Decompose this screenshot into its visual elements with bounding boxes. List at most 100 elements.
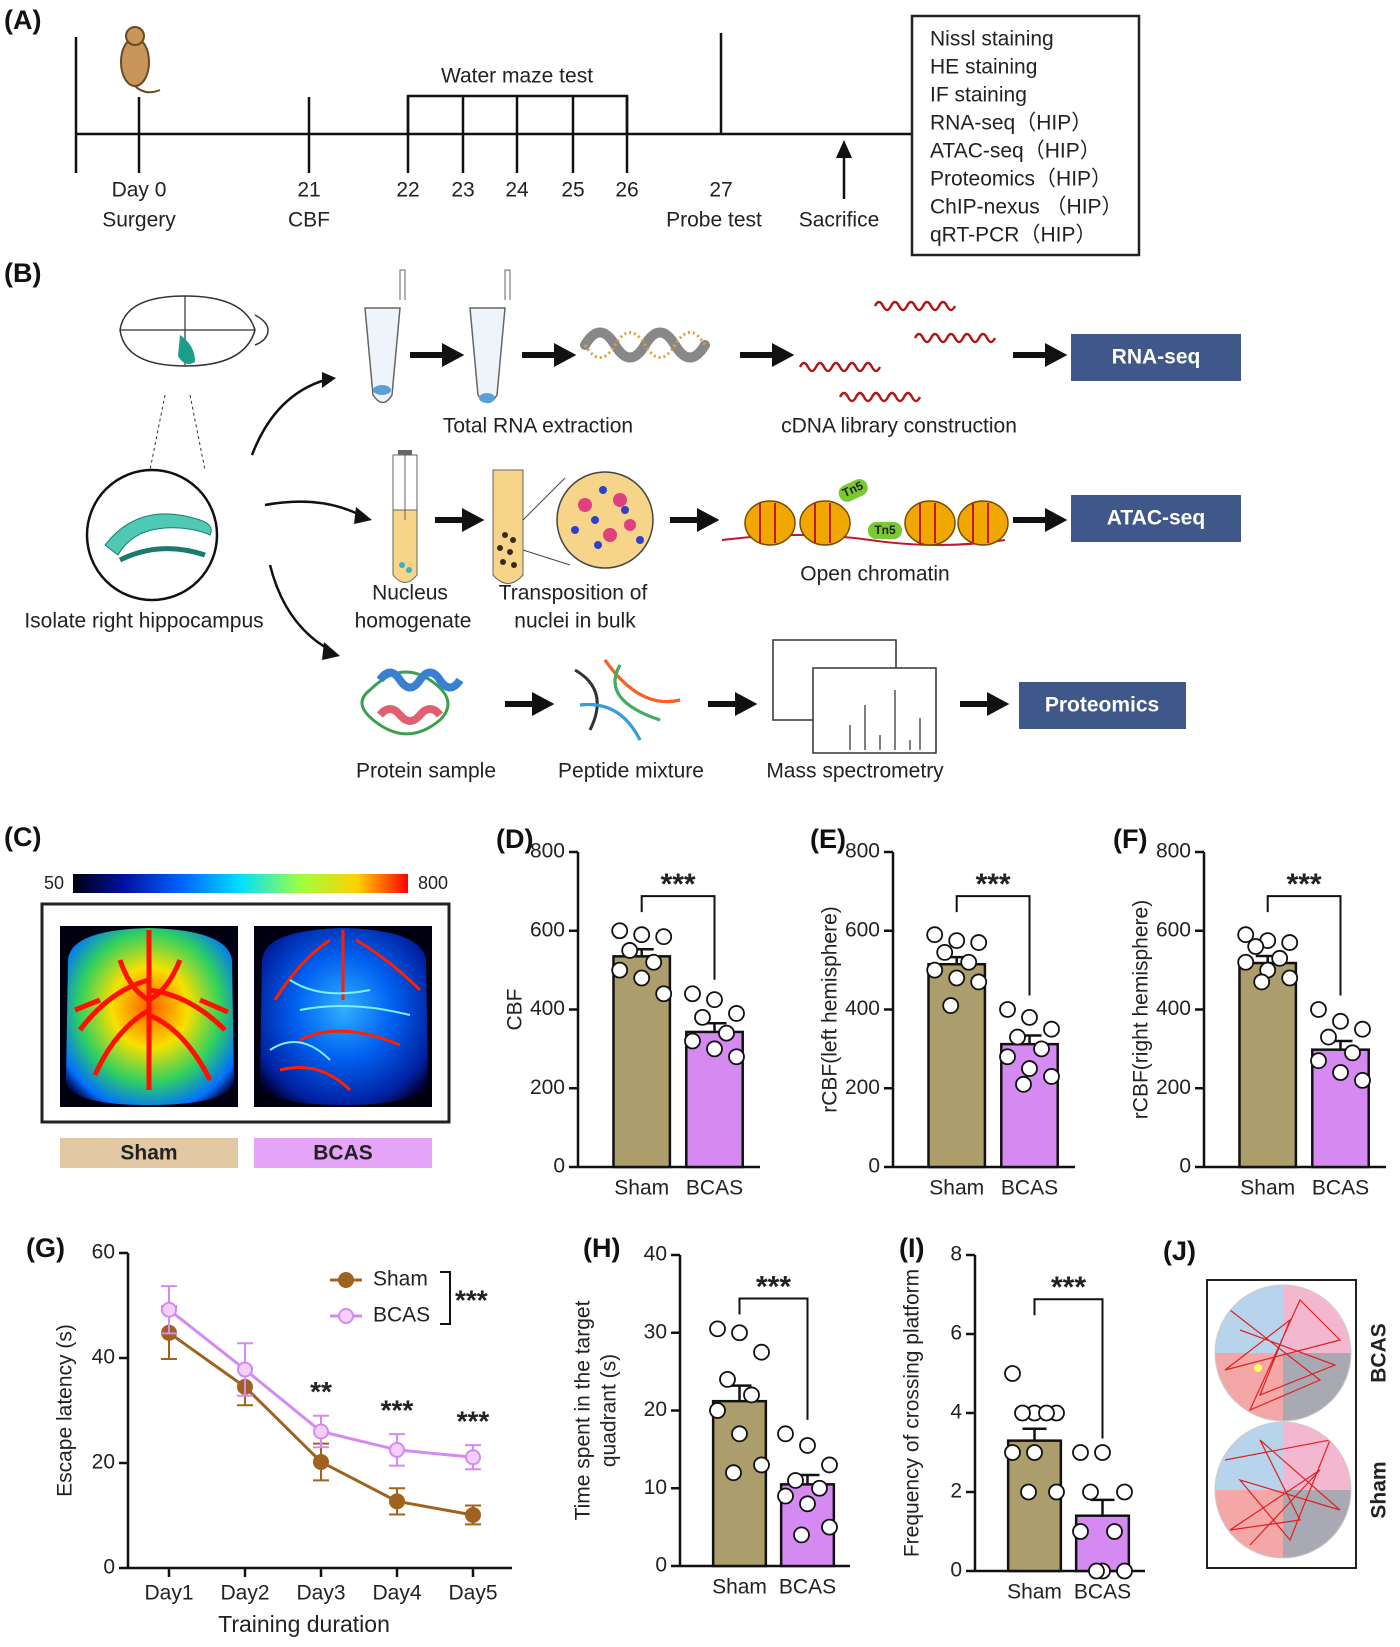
panel-label: (A) — [4, 5, 41, 35]
y-tick-label: 200 — [845, 1076, 880, 1099]
output-box — [1019, 682, 1186, 729]
data-point — [1072, 1444, 1089, 1461]
y-axis-label: rCBF(left hemisphere) — [819, 906, 842, 1113]
y-axis-label: Escape latency (s) — [54, 1324, 77, 1497]
step-label: Peptide mixture — [558, 760, 704, 783]
y-axis-label: quadrant (s) — [598, 1354, 621, 1467]
x-tick-label: BCAS — [1074, 1581, 1131, 1604]
data-point — [611, 922, 629, 940]
y-tick-label: 200 — [530, 1076, 565, 1099]
data-point — [621, 942, 639, 959]
pool-bcas — [1215, 1285, 1351, 1421]
x-tick-label: Sham — [614, 1177, 669, 1200]
step-label: Transposition of — [499, 582, 648, 605]
data-point — [161, 1301, 177, 1318]
output-label: ATAC-seq — [1107, 507, 1205, 530]
data-point — [465, 1506, 481, 1523]
atac-icons — [392, 450, 1009, 584]
data-point — [821, 1518, 838, 1536]
group-box — [254, 1138, 432, 1168]
output-box — [1071, 495, 1241, 542]
y-tick-label: 0 — [553, 1155, 565, 1178]
error-bar — [1090, 1498, 1115, 1516]
significance-bracket — [1266, 895, 1342, 996]
x-tick-label: BCAS — [1001, 1177, 1058, 1200]
data-point — [1106, 1523, 1123, 1540]
panel-label: (D) — [496, 824, 533, 854]
y-tick-label: 40 — [92, 1346, 115, 1369]
x-axis-label: Training duration — [218, 1611, 390, 1637]
x-tick-label: BCAS — [1312, 1177, 1369, 1200]
flow-arrow — [268, 564, 331, 652]
output-label: RNA-seq — [1112, 346, 1201, 369]
data-point — [948, 969, 966, 987]
step-label: Protein sample — [356, 760, 496, 783]
y-tick-label: 400 — [530, 997, 565, 1020]
day-label: 25 — [561, 179, 584, 202]
data-point — [948, 932, 966, 949]
panel-label: (F) — [1113, 824, 1147, 854]
group-label: BCAS — [1368, 1323, 1391, 1383]
y-tick-label: 20 — [92, 1451, 115, 1474]
data-point — [942, 997, 960, 1014]
timeline-labels: Day 0 21 22 23 24 25 26 27 Surgery CBF Probe test S… — [102, 28, 1122, 247]
panel-b: (B) — [4, 258, 1241, 783]
group-box — [60, 1138, 238, 1168]
data-point — [970, 973, 988, 991]
assay-label: ChIP-nexus （HIP） — [930, 196, 1123, 219]
mouse-icon — [120, 26, 161, 94]
data-point — [821, 1456, 838, 1474]
significance-bracket — [1033, 1298, 1104, 1439]
y-tick-label: 4 — [950, 1401, 962, 1424]
y-tick-label: 60 — [92, 1241, 115, 1264]
y-axis-label: Time spent in the target — [572, 1300, 595, 1520]
legend-label: BCAS — [373, 1304, 430, 1327]
group-label: Sham — [120, 1142, 177, 1165]
data-point — [793, 1526, 810, 1544]
data-point — [1116, 1562, 1133, 1580]
data-point — [709, 1320, 726, 1338]
step-label: Mass spectrometry — [766, 760, 944, 783]
data-point — [1237, 953, 1255, 971]
bar — [927, 962, 987, 1169]
data-point — [1026, 1444, 1043, 1461]
data-point — [926, 926, 944, 944]
data-point — [1088, 1562, 1105, 1580]
data-point — [706, 1040, 723, 1058]
arrow-head — [322, 372, 336, 388]
step-label: homogenate — [355, 610, 472, 633]
assay-label: HE staining — [930, 56, 1037, 79]
data-point — [1038, 1404, 1055, 1422]
y-tick-label: 0 — [103, 1556, 115, 1579]
data-point — [1354, 1071, 1371, 1089]
legend-bracket — [440, 1271, 451, 1325]
data-point — [1332, 1064, 1349, 1081]
flow-arrow — [250, 378, 326, 456]
panel-label: (H) — [583, 1233, 620, 1263]
data-point — [633, 926, 651, 944]
data-point — [936, 944, 954, 961]
assay-label: Nissl staining — [930, 28, 1054, 51]
day-label: 27 — [709, 179, 732, 202]
y-axis-label: rCBF(right hemisphere) — [1130, 900, 1153, 1119]
panel-label: (C) — [4, 822, 41, 852]
bracket-label: Water maze test — [441, 65, 593, 88]
data-point — [1021, 1060, 1038, 1077]
data-point — [1310, 1052, 1327, 1070]
data-point — [1281, 969, 1299, 987]
data-point — [1237, 926, 1255, 944]
y-tick-label: 200 — [1156, 1076, 1191, 1099]
event-label: Surgery — [102, 209, 176, 232]
data-point — [1082, 1483, 1099, 1501]
y-tick-label: 400 — [845, 997, 880, 1020]
y-tick-label: 800 — [845, 840, 880, 863]
x-tick-label: Sham — [1007, 1581, 1062, 1604]
day-label: 21 — [297, 179, 320, 202]
data-point — [731, 1425, 748, 1443]
output-box — [1071, 334, 1241, 381]
y-tick-label: 8 — [950, 1243, 962, 1266]
x-tick-label: Day2 — [220, 1582, 269, 1605]
group-label: BCAS — [313, 1142, 373, 1165]
rna-icons — [364, 269, 997, 404]
data-point — [389, 1441, 405, 1458]
